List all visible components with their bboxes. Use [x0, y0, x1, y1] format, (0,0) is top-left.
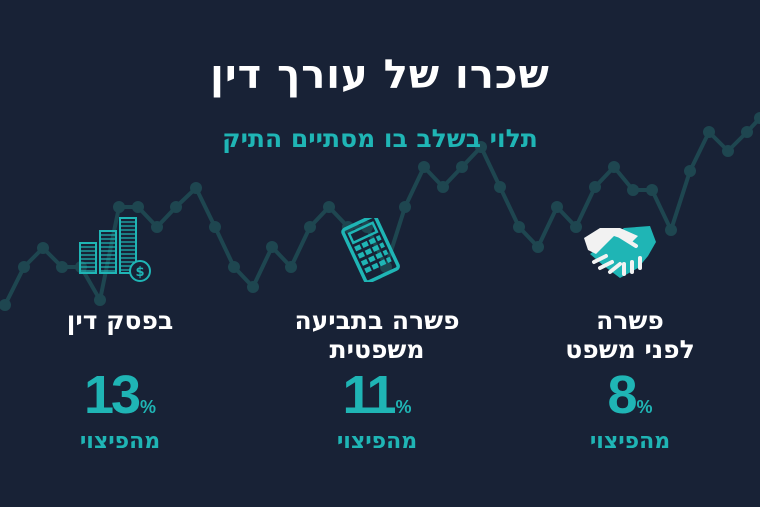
column-court-ruling: בפסק דין 13% מהפיצוי: [20, 306, 220, 466]
calculator-icon: [341, 218, 400, 282]
page-subtitle: תלוי בשלב בו מסתיים התיק: [222, 124, 538, 153]
column-label-line1: פשרה: [596, 306, 664, 335]
handshake-icon: [584, 226, 656, 278]
percentage-value: 8%: [607, 365, 653, 425]
percentage-value: 11%: [342, 365, 412, 425]
svg-text:$: $: [135, 265, 144, 280]
column-caption: מהפיצוי: [336, 429, 418, 454]
coin-stacks-dollar-icon: $: [79, 217, 151, 282]
column-label-line2: משפטית: [329, 335, 425, 364]
column-label-line1: בפסק דין: [66, 306, 174, 335]
column-label-line1: פשרה בתביעה: [294, 306, 460, 335]
percentage-value: 13%: [83, 365, 157, 425]
column-label-line2: לפני משפט: [565, 335, 695, 364]
column-caption: מהפיצוי: [589, 429, 671, 454]
column-settlement-before-trial: פשרה לפני משפט 8% מהפיצוי: [520, 306, 740, 466]
column-settlement-in-lawsuit: פשרה בתביעה משפטית 11% מהפיצוי: [262, 306, 492, 466]
page-title: שכרו של עורך דין: [210, 52, 550, 98]
column-caption: מהפיצוי: [79, 429, 161, 454]
